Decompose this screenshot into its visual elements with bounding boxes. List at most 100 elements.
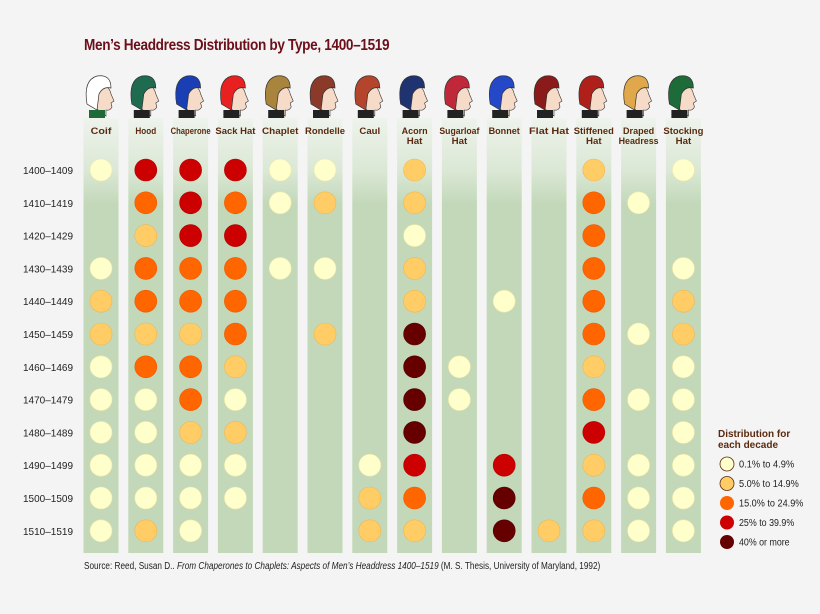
row-label: 1420–1429 <box>23 231 73 243</box>
dot-chaperone-1450–1459 <box>179 322 202 346</box>
dot-chaperone-1500–1509 <box>179 486 202 510</box>
dot-chaperone-1420–1429 <box>179 224 202 247</box>
dot-draped-headress-1410–1419 <box>627 191 650 215</box>
column-label: Hat <box>676 136 692 147</box>
dot-caul-1500–1509 <box>358 486 382 510</box>
column-label: Sugarloaf <box>439 126 480 137</box>
column-label: Hat <box>586 136 602 147</box>
dot-draped-headress-1500–1509 <box>627 486 650 510</box>
dot-rondelle-1410–1419 <box>313 191 337 215</box>
hat-shape <box>309 75 336 111</box>
hat-shape <box>578 75 605 111</box>
legend-swatch <box>719 456 735 472</box>
column-label: Chaplet <box>262 126 299 137</box>
column-label: Stiffened <box>574 126 614 137</box>
dot-coif-1460–1469 <box>89 355 113 379</box>
legend-swatch <box>720 535 734 549</box>
dot-coif-1450–1459 <box>89 322 113 346</box>
dot-stiffened-hat-1480–1489 <box>582 421 606 444</box>
source-work: From Chaperones to Chaplets: Aspects of … <box>176 561 439 572</box>
dot-acorn-hat-1450–1459 <box>403 322 426 346</box>
dot-chaperone-1480–1489 <box>179 421 202 444</box>
row-label: 1440–1449 <box>23 296 73 308</box>
headdress-icon-sack-hat <box>220 75 249 118</box>
dot-sack-hat-1500–1509 <box>224 486 247 510</box>
dot-stiffened-hat-1410–1419 <box>582 191 606 215</box>
column-label: Bonnet <box>489 126 521 137</box>
column-label: Caul <box>359 126 380 137</box>
column-strip <box>262 118 298 553</box>
column-label: Chaperone <box>171 126 211 137</box>
column-strip <box>352 118 388 553</box>
headdress-icon-caul <box>354 75 384 118</box>
column-strip <box>486 118 522 553</box>
legend-swatch <box>719 476 735 491</box>
dot-chaperone-1400–1409 <box>179 158 202 182</box>
dot-acorn-hat-1460–1469 <box>403 355 426 379</box>
column-label: Flat Hat <box>529 126 570 137</box>
dot-stiffened-hat-1420–1429 <box>582 224 606 247</box>
row-label: 1500–1509 <box>23 493 73 505</box>
legend-swatch <box>720 515 734 530</box>
hat-shape <box>533 75 560 111</box>
headdress-icon-stocking-hat <box>668 75 697 118</box>
collar-shape <box>581 110 598 118</box>
hat-shape <box>175 75 201 111</box>
dot-bonnet-1440–1449 <box>492 289 516 313</box>
dot-stiffened-hat-1450–1459 <box>582 322 606 346</box>
dot-stiffened-hat-1510–1519 <box>582 519 606 543</box>
hat-shape <box>220 75 246 111</box>
column-label: Coif <box>91 126 113 137</box>
dot-rondelle-1430–1439 <box>313 257 337 280</box>
dot-chaperone-1440–1449 <box>179 289 202 313</box>
legend-label: 25% to 39.9% <box>739 518 794 529</box>
dot-coif-1470–1479 <box>89 388 113 411</box>
dot-acorn-hat-1410–1419 <box>403 191 426 215</box>
collar-shape <box>357 110 374 118</box>
collar-shape <box>626 110 643 118</box>
dot-caul-1510–1519 <box>358 519 382 543</box>
dot-stocking-hat-1460–1469 <box>672 355 695 379</box>
headdress-icon-coif <box>85 75 115 118</box>
row-label: 1460–1469 <box>23 362 73 374</box>
dot-hood-1470–1479 <box>134 388 158 411</box>
column-label: Hat <box>452 136 468 147</box>
dot-sack-hat-1470–1479 <box>224 388 247 411</box>
dot-hood-1490–1499 <box>134 453 158 477</box>
dot-sack-hat-1400–1409 <box>224 158 247 182</box>
dot-coif-1430–1439 <box>89 257 113 280</box>
dot-hood-1420–1429 <box>134 224 158 247</box>
hat-shape <box>623 75 649 111</box>
dot-hood-1510–1519 <box>134 519 158 543</box>
legend-title: Distribution for <box>718 429 790 440</box>
dot-chaperone-1510–1519 <box>179 519 202 543</box>
hat-shape <box>444 75 470 111</box>
legend-label: 5.0% to 14.9% <box>739 479 799 490</box>
hat-shape <box>399 75 425 111</box>
column-label: Hat <box>407 136 423 147</box>
legend-label: 40% or more <box>739 538 790 549</box>
collar-shape <box>492 110 509 118</box>
column-label: Stocking <box>663 126 703 137</box>
dot-draped-headress-1450–1459 <box>627 322 650 346</box>
dot-sack-hat-1490–1499 <box>224 453 247 477</box>
row-label: 1430–1439 <box>23 263 73 275</box>
dot-chaplet-1410–1419 <box>268 191 292 215</box>
dot-stocking-hat-1430–1439 <box>672 257 695 280</box>
source-note: Source: Reed, Susan D.. From Chaperones … <box>84 561 600 572</box>
headdress-icon-sugarloaf-hat <box>444 75 473 118</box>
legend-label: 15.0% to 24.9% <box>739 499 803 510</box>
row-label: 1510–1519 <box>23 526 73 538</box>
dot-stocking-hat-1440–1449 <box>672 289 695 313</box>
dot-bonnet-1510–1519 <box>492 519 516 543</box>
dot-acorn-hat-1420–1429 <box>403 224 426 247</box>
column-label: Headress <box>619 136 659 147</box>
dot-stocking-hat-1500–1509 <box>672 486 695 510</box>
hat-shape <box>668 75 694 111</box>
dot-sack-hat-1430–1439 <box>224 257 247 280</box>
dot-sack-hat-1420–1429 <box>224 224 247 247</box>
dot-stocking-hat-1470–1479 <box>672 388 695 411</box>
dot-coif-1500–1509 <box>89 486 113 510</box>
dot-stocking-hat-1490–1499 <box>672 453 695 477</box>
dot-stiffened-hat-1430–1439 <box>582 257 606 280</box>
